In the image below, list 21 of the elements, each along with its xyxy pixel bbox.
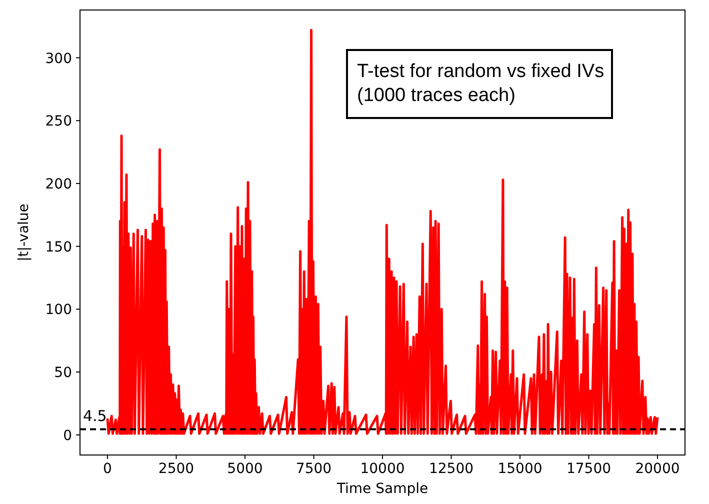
- x-tick-label: 17500: [566, 461, 612, 477]
- x-axis-title: Time Sample: [336, 481, 428, 497]
- x-tick-label: 12500: [428, 461, 474, 477]
- x-tick-label: 2500: [158, 461, 194, 477]
- y-tick-label: 50: [54, 365, 72, 382]
- line-series: [106, 28, 659, 435]
- y-tick-label: 150: [45, 239, 72, 256]
- ref-line-label: 4.5: [83, 407, 107, 426]
- y-tick-label: 100: [45, 302, 72, 318]
- x-tick-label: 0: [103, 461, 112, 477]
- y-tick-label: 250: [45, 114, 72, 130]
- x-tick-label: 15000: [498, 461, 542, 477]
- y-tick-label: 0: [63, 428, 72, 444]
- x-tick-label: 10000: [360, 461, 405, 477]
- x-tick-label: 7500: [296, 461, 332, 477]
- y-axis-title: |t|-value: [16, 204, 32, 262]
- y-tick-label: 300: [45, 50, 72, 67]
- x-tick-label: 20000: [635, 461, 680, 477]
- y-tick-label: 200: [45, 176, 72, 192]
- x-tick-label: 5000: [227, 461, 263, 477]
- annotation: T-test for random vs fixed IVs (1000 traces each): [357, 61, 604, 106]
